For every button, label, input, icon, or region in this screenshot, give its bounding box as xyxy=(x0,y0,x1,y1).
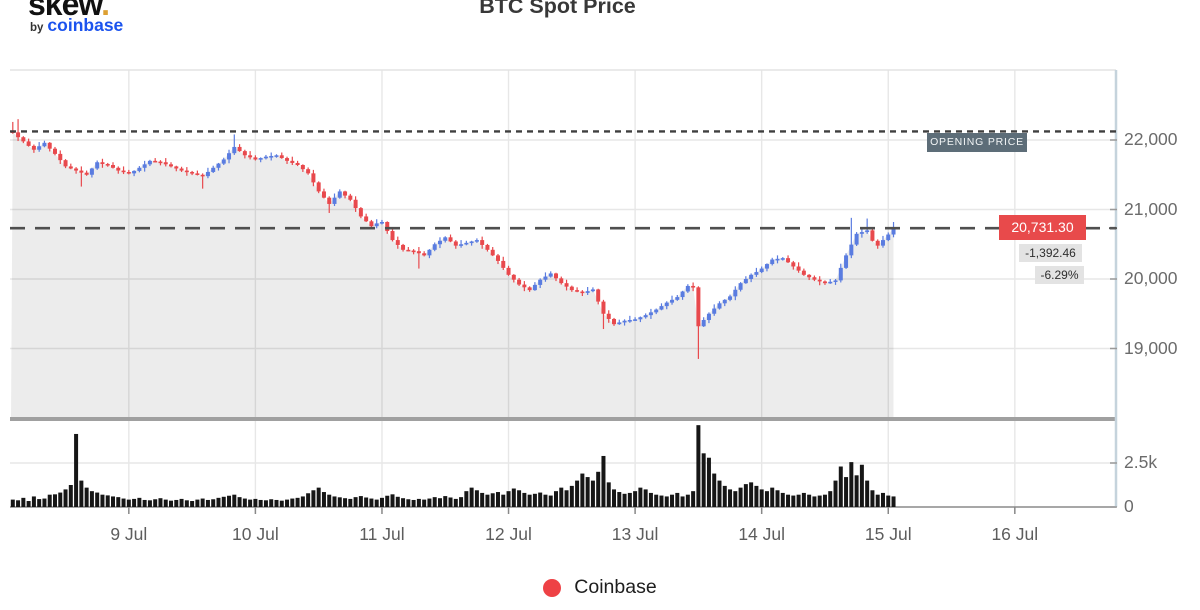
price-axis-label: 22,000 xyxy=(1124,129,1178,149)
date-axis-label: 11 Jul xyxy=(359,524,405,544)
date-axis-label: 16 Jul xyxy=(991,524,1039,544)
volume-axis-label: 0 xyxy=(1124,496,1134,516)
skew-logo: skew. xyxy=(28,0,110,23)
date-axis-label: 10 Jul xyxy=(232,524,279,544)
date-axis-label: 13 Jul xyxy=(611,524,659,544)
coinbase-byline: by coinbase xyxy=(30,15,123,36)
last-price-badge: 20,731.30 xyxy=(999,215,1086,240)
date-axis-label: 12 Jul xyxy=(485,524,532,544)
legend-label: Coinbase xyxy=(574,576,657,598)
change-absolute-badge: -1,392.46 xyxy=(1019,244,1082,262)
date-axis-label: 9 Jul xyxy=(110,524,148,544)
date-axis-label: 14 Jul xyxy=(738,524,786,544)
skew-logo-text: skew xyxy=(28,0,102,22)
price-axis-label: 20,000 xyxy=(1124,268,1178,288)
coinbase-series-dot-icon xyxy=(543,578,562,597)
volume-axis-label: 2.5k xyxy=(1124,452,1158,472)
coinbase-wordmark: coinbase xyxy=(47,15,124,35)
opening-price-badge: OPENING PRICE xyxy=(927,133,1027,152)
date-axis-label: 15 Jul xyxy=(864,524,912,544)
change-percent-badge: -6.29% xyxy=(1035,266,1084,284)
price-axis-label: 19,000 xyxy=(1124,337,1178,358)
byline-prefix: by xyxy=(30,22,44,34)
page-title: BTC Spot Price xyxy=(479,0,636,18)
price-axis-label: 21,000 xyxy=(1124,198,1178,219)
legend: Coinbase xyxy=(0,576,1200,599)
skew-logo-dot: . xyxy=(101,0,110,22)
